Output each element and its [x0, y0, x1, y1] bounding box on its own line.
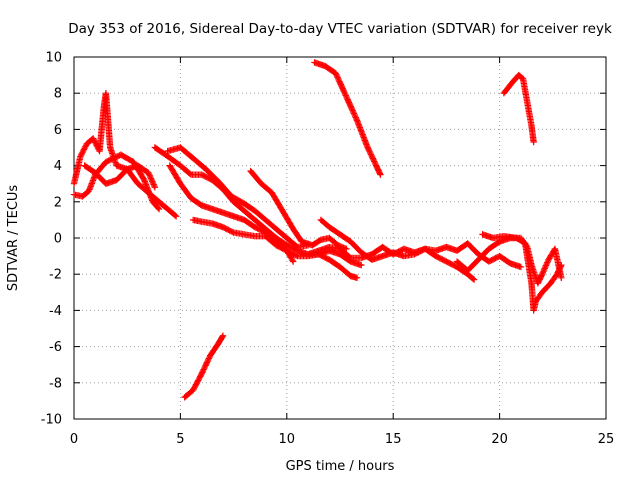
x-tick-label: 5	[176, 432, 184, 447]
series-track-7	[189, 216, 297, 265]
data-point-marks	[500, 71, 537, 146]
data-point-marks	[81, 162, 159, 191]
data-point-marks	[479, 231, 565, 314]
chart-title: Day 353 of 2016, Sidereal Day-to-day VTE…	[68, 21, 612, 37]
data-point-marks	[181, 332, 227, 401]
y-tick-label: 6	[54, 123, 62, 138]
data-point-marks	[317, 216, 525, 271]
series-track-15	[181, 332, 227, 401]
series-track-3	[81, 162, 159, 191]
data-point-marks	[247, 167, 350, 253]
series-track-5	[166, 162, 365, 269]
data-point-marks	[164, 144, 312, 251]
y-tick-label: 10	[45, 51, 62, 66]
y-tick-label: -10	[41, 413, 62, 428]
data-point-marks	[166, 162, 365, 269]
x-tick-labels: 0 5 10 15 20 25	[70, 432, 614, 447]
axis-ticks	[73, 56, 607, 420]
series-track-13	[311, 59, 384, 178]
y-tick-labels: 10 8 6 4 2 0 -2 -4 -6 -8 -10	[41, 51, 62, 428]
series-track-14	[500, 71, 537, 146]
y-tick-label: -4	[49, 304, 62, 319]
y-tick-label: 4	[54, 159, 62, 174]
y-tick-label: 8	[54, 87, 62, 102]
data-point-marks	[70, 151, 163, 213]
y-tick-label: -2	[49, 268, 62, 283]
x-tick-label: 10	[279, 432, 296, 447]
data-point-marks	[311, 59, 384, 178]
y-tick-label: 0	[54, 232, 62, 247]
series-track-6	[164, 144, 312, 251]
series-track-12	[479, 231, 565, 314]
y-axis-label: SDTVAR / TECUs	[6, 185, 21, 292]
series-track-8	[247, 167, 350, 253]
x-tick-label: 0	[70, 432, 78, 447]
series-track-1	[70, 90, 180, 220]
y-tick-label: -8	[49, 376, 62, 391]
x-tick-label: 25	[598, 432, 615, 447]
series-track-2	[70, 151, 163, 213]
data-marks	[70, 59, 565, 401]
data-point-marks	[70, 90, 180, 220]
series-track-10	[317, 216, 525, 271]
x-tick-label: 15	[385, 432, 402, 447]
y-tick-label: -6	[49, 340, 62, 355]
y-tick-label: 2	[54, 195, 62, 210]
x-tick-label: 20	[491, 432, 508, 447]
x-axis-label: GPS time / hours	[286, 459, 395, 474]
data-point-marks	[189, 216, 297, 265]
